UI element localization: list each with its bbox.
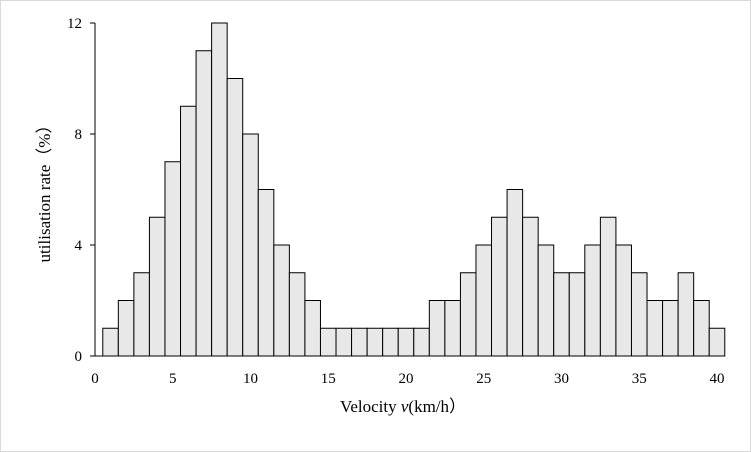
histogram-bar xyxy=(366,327,384,357)
histogram-bar xyxy=(335,327,353,357)
x-axis-title-variable: v xyxy=(401,397,409,416)
histogram-bar xyxy=(599,216,617,357)
histogram-bar xyxy=(522,216,539,357)
histogram-bar xyxy=(148,216,166,357)
histogram-bar xyxy=(180,105,197,357)
histogram-bar xyxy=(351,327,368,357)
x-axis-title-unit: (km/h） xyxy=(408,397,466,416)
histogram-bar xyxy=(630,272,648,357)
x-tick-label: 35 xyxy=(632,371,647,387)
x-tick-label: 15 xyxy=(321,371,336,387)
y-axis-title: utilisation rate（%） xyxy=(35,117,54,263)
histogram-bar xyxy=(288,272,306,357)
histogram-bar xyxy=(226,78,244,357)
histogram-bar xyxy=(133,272,150,357)
x-axis-title: Velocity v(km/h） xyxy=(340,397,466,416)
histogram-bar xyxy=(211,22,228,357)
histogram-bar xyxy=(319,327,337,357)
histogram-bar xyxy=(708,327,726,357)
histogram-bar xyxy=(553,272,570,357)
histogram-bar xyxy=(117,300,135,357)
histogram-bar xyxy=(413,327,430,357)
histogram-bar xyxy=(195,50,213,357)
histogram-bar xyxy=(397,327,415,357)
y-ticks-group: 0 4 8 12 xyxy=(67,16,95,365)
histogram-bar xyxy=(444,300,461,357)
y-tick-label: 0 xyxy=(75,349,83,365)
histogram-bar xyxy=(164,161,182,357)
histogram-bar xyxy=(102,327,119,357)
histogram-bar xyxy=(584,244,601,357)
histogram-bar xyxy=(677,272,695,357)
histogram-bar xyxy=(506,189,524,357)
x-tick-label: 0 xyxy=(91,371,99,387)
histogram-bar xyxy=(428,300,446,357)
bars-group xyxy=(102,22,726,357)
x-tick-label: 5 xyxy=(169,371,177,387)
histogram-bar xyxy=(662,300,679,357)
x-axis-title-prefix: Velocity xyxy=(340,397,401,416)
histogram-bar xyxy=(615,244,632,357)
x-tick-label: 10 xyxy=(243,371,258,387)
histogram-bar xyxy=(257,189,275,357)
histogram-bar xyxy=(304,300,321,357)
x-tick-label: 20 xyxy=(399,371,414,387)
histogram-bar xyxy=(568,272,586,357)
x-tick-label: 40 xyxy=(710,371,725,387)
x-ticks-group: 0 5 10 15 20 25 30 35 40 xyxy=(91,371,724,387)
histogram-bar xyxy=(491,216,508,357)
histogram-bar xyxy=(693,300,710,357)
histogram-bar xyxy=(273,244,290,357)
histogram-bar xyxy=(646,300,664,357)
y-tick-label: 8 xyxy=(75,127,83,143)
histogram-bar xyxy=(475,244,493,357)
y-tick-label: 12 xyxy=(67,16,82,32)
histogram-bar xyxy=(537,244,555,357)
histogram-bar xyxy=(382,327,399,357)
x-tick-label: 30 xyxy=(554,371,569,387)
y-tick-label: 4 xyxy=(75,238,83,254)
histogram-bar xyxy=(459,272,477,357)
x-tick-label: 25 xyxy=(476,371,491,387)
histogram-bar xyxy=(242,133,259,357)
